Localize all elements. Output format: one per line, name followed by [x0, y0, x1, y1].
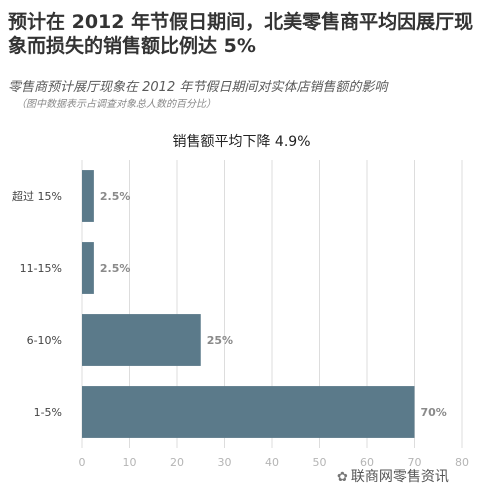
x-tick-label: 30: [218, 456, 232, 469]
chart-title: 销售额平均下降 4.9%: [172, 134, 311, 150]
watermark-text: 联商网零售资讯: [350, 469, 449, 485]
data-label: 70%: [421, 406, 447, 419]
bar: [82, 314, 201, 366]
category-label: 6-10%: [27, 334, 62, 347]
category-label: 11-15%: [20, 262, 62, 275]
chart-note: （图中数据表示占调查对象总人数的百分比）: [16, 99, 216, 110]
x-tick-label: 80: [455, 456, 469, 469]
data-label: 25%: [207, 334, 233, 347]
bar: [82, 242, 94, 294]
x-tick-label: 60: [360, 456, 374, 469]
page-title: 预计在 2012 年节假日期间，北美零售商平均因展厅现象而损失的销售额比例达 5…: [8, 11, 474, 57]
bar: [82, 386, 415, 438]
bar: [82, 170, 94, 222]
data-label: 2.5%: [100, 190, 131, 203]
category-label: 超过 15%: [12, 189, 62, 203]
x-tick-label: 70: [408, 456, 422, 469]
x-tick-label: 0: [79, 456, 86, 469]
category-label: 1-5%: [34, 406, 62, 419]
x-tick-label: 10: [123, 456, 137, 469]
x-tick-label: 20: [170, 456, 184, 469]
chart-subtitle: 零售商预计展厅现象在 2012 年节假日期间对实体店销售额的影响: [8, 80, 388, 95]
x-tick-label: 40: [265, 456, 279, 469]
x-tick-label: 50: [313, 456, 327, 469]
data-label: 2.5%: [100, 262, 131, 275]
watermark: ✿ 联商网零售资讯: [335, 466, 451, 486]
wechat-icon: ✿: [337, 470, 348, 485]
